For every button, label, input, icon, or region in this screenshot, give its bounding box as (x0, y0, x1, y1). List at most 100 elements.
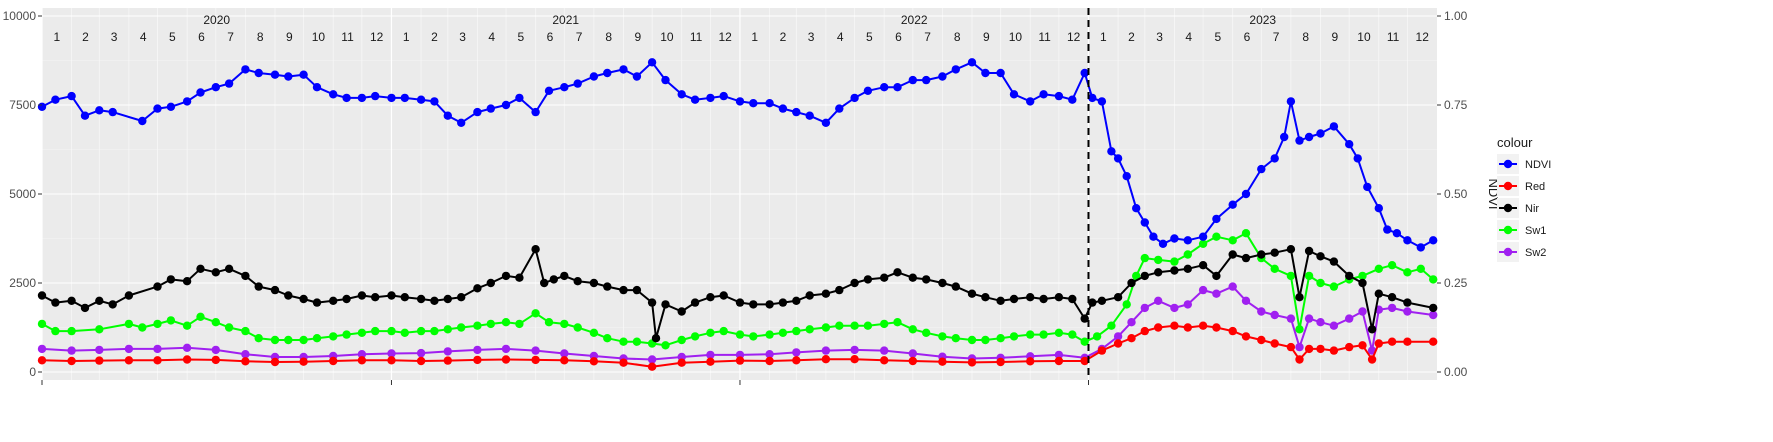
point-sw1 (224, 323, 234, 332)
point-sw1 (573, 323, 582, 332)
point-red (182, 355, 192, 364)
month-label: 12 (370, 30, 384, 44)
point-sw2 (473, 345, 482, 355)
point-ndvi (1304, 132, 1314, 142)
month-label: 1 (1100, 30, 1107, 44)
point-red (387, 356, 396, 365)
point-nir (108, 300, 117, 309)
point-sw1 (996, 334, 1005, 343)
point-sw1 (1304, 271, 1314, 281)
point-sw2 (1183, 300, 1193, 309)
series-line-sw2 (41, 285, 1434, 361)
point-sw2 (765, 350, 774, 359)
point-ndvi (486, 104, 495, 113)
point-nir (661, 300, 670, 309)
point-nir (430, 296, 439, 305)
point-ndvi (922, 75, 931, 85)
point-red (531, 355, 540, 365)
month-label: 5 (518, 30, 525, 44)
point-ndvi (619, 65, 628, 74)
point-ndvi (835, 104, 844, 113)
point-nir (1429, 303, 1438, 313)
point-red (153, 356, 162, 365)
point-sw1 (211, 318, 220, 327)
y-tick-label-left: 5000 (9, 187, 36, 201)
point-ndvi (515, 93, 524, 103)
point-ndvi (1039, 90, 1048, 99)
point-ndvi (501, 100, 511, 110)
point-nir (778, 298, 788, 307)
point-ndvi (138, 116, 147, 126)
point-sw1 (371, 326, 380, 336)
point-nir (651, 334, 661, 343)
point-ndvi (80, 111, 90, 120)
point-red (270, 357, 280, 367)
point-nir (719, 291, 728, 300)
point-red (706, 357, 715, 366)
point-ndvi (1080, 68, 1089, 78)
point-red (1026, 357, 1035, 366)
point-red (67, 356, 76, 366)
month-label: 11 (690, 30, 703, 44)
month-label: 4 (140, 30, 147, 44)
point-nir (706, 293, 715, 302)
point-red (821, 355, 831, 364)
month-label: 2 (82, 30, 89, 44)
point-red (938, 357, 947, 366)
point-ndvi (1345, 140, 1354, 149)
point-nir (1212, 271, 1221, 281)
point-nir (647, 298, 657, 307)
month-label: 10 (1357, 30, 1371, 44)
point-sw2 (531, 346, 540, 355)
point-sw2 (1170, 303, 1179, 313)
point-nir (400, 293, 409, 302)
point-sw1 (473, 321, 482, 330)
point-nir (124, 291, 134, 300)
point-sw1 (1054, 328, 1064, 337)
point-nir (1316, 252, 1325, 261)
point-nir (1183, 264, 1193, 273)
point-red (1374, 339, 1384, 348)
point-red (1270, 339, 1279, 348)
point-sw1 (387, 326, 396, 336)
point-ndvi (544, 86, 554, 96)
point-sw1 (400, 328, 409, 337)
point-sw1 (486, 319, 495, 329)
point-ndvi (821, 118, 831, 128)
point-red (1228, 326, 1237, 336)
point-ndvi (981, 68, 990, 78)
point-ndvi (1140, 218, 1150, 227)
point-ndvi (765, 99, 774, 108)
point-sw1 (67, 326, 76, 336)
point-ndvi (805, 111, 814, 120)
point-ndvi (996, 68, 1005, 78)
point-nir (981, 293, 990, 302)
point-sw2 (908, 349, 917, 358)
month-label: 2 (431, 30, 438, 44)
point-sw1 (1140, 253, 1150, 263)
point-sw2 (1198, 285, 1208, 295)
point-ndvi (560, 83, 569, 92)
point-ndvi (1374, 204, 1384, 213)
point-nir (1358, 278, 1367, 288)
point-nir (37, 291, 47, 300)
point-ndvi (1228, 200, 1237, 209)
point-ndvi (908, 75, 917, 85)
point-sw2 (1304, 314, 1314, 323)
point-sw2 (1257, 307, 1266, 316)
point-nir (540, 278, 549, 288)
point-red (792, 356, 801, 365)
point-sw1 (632, 337, 642, 346)
point-sw1 (138, 323, 147, 332)
legend-key-point (1503, 225, 1513, 235)
point-nir (1097, 296, 1107, 305)
point-sw1 (938, 332, 947, 341)
point-nir (443, 294, 452, 304)
point-sw1 (850, 321, 859, 330)
point-sw2 (1127, 318, 1136, 327)
point-ndvi (1363, 182, 1372, 192)
point-nir (573, 277, 582, 286)
point-sw1 (37, 319, 47, 329)
point-ndvi (1392, 229, 1402, 238)
point-ndvi (312, 83, 322, 92)
